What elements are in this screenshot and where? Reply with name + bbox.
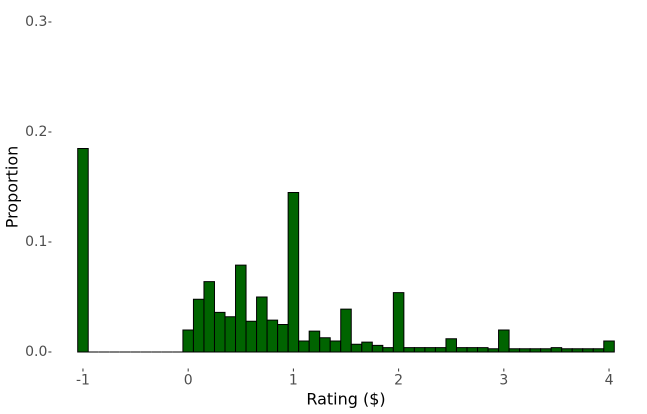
bar	[235, 264, 247, 353]
bar	[213, 311, 226, 353]
bar	[413, 347, 426, 353]
bar	[455, 347, 468, 353]
y-tick-label: 0.3	[25, 14, 47, 30]
y-axis-title: Proportion	[3, 146, 22, 229]
bar	[540, 348, 552, 353]
bar	[434, 347, 447, 353]
bar	[319, 337, 331, 353]
bar	[477, 347, 489, 353]
y-tick-label: 0.2	[25, 124, 47, 140]
bar	[466, 347, 479, 353]
bar	[350, 343, 363, 353]
bar	[256, 296, 268, 353]
bar	[340, 308, 352, 353]
bar	[424, 347, 436, 353]
bar	[487, 348, 500, 353]
bar	[277, 324, 289, 353]
x-tick-label: 3	[499, 373, 508, 389]
x-tick-label: 2	[394, 373, 403, 389]
bar	[403, 347, 415, 353]
x-tick-label: 4	[605, 373, 614, 389]
bar	[445, 338, 457, 353]
bar	[508, 348, 521, 353]
bar	[308, 330, 321, 353]
bar	[182, 329, 194, 353]
bar	[245, 320, 258, 353]
bar	[224, 316, 237, 353]
bar	[77, 148, 89, 353]
bar	[498, 329, 510, 353]
bar	[603, 340, 615, 353]
bar	[329, 340, 342, 353]
bar	[550, 347, 563, 353]
y-tick-label: 0.0	[25, 344, 47, 360]
x-tick-label: 0	[184, 373, 193, 389]
bar	[529, 348, 542, 353]
bar	[361, 341, 373, 353]
bar	[561, 348, 573, 353]
bar	[392, 292, 405, 353]
bar	[519, 348, 531, 353]
bar	[298, 340, 310, 353]
bar	[266, 319, 279, 353]
x-axis-title: Rating ($)	[306, 390, 385, 409]
bar	[592, 348, 605, 353]
bar	[203, 281, 215, 353]
bar	[582, 348, 594, 353]
bar	[192, 298, 205, 353]
bar	[382, 347, 394, 353]
x-tick-label: 1	[289, 373, 298, 389]
y-tick-label: 0.1	[25, 234, 47, 250]
x-tick-label: -1	[76, 373, 90, 389]
bar	[287, 192, 300, 353]
bar	[371, 344, 384, 353]
bar	[571, 348, 584, 353]
